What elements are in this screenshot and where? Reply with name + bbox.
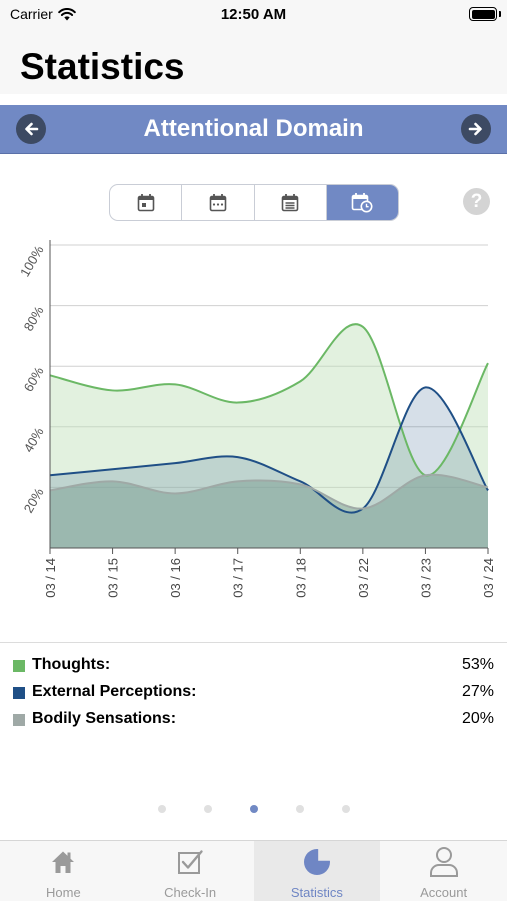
line-bodily-sensations <box>49 473 489 510</box>
page-dot[interactable] <box>295 805 304 813</box>
x-tick-label: 03 / 23 <box>418 558 433 598</box>
tab-label: Account <box>420 885 468 900</box>
home-icon <box>52 851 75 873</box>
status-bar: Carrier 12:50 AM <box>0 0 507 30</box>
y-tick-label: 40% <box>21 424 47 454</box>
calendar-clock-icon <box>352 193 373 213</box>
time-range-selector <box>109 184 399 221</box>
wifi-icon <box>57 7 76 20</box>
y-tick-label: 100% <box>17 243 47 280</box>
y-tick-label: 20% <box>21 485 47 515</box>
legend-swatch-thoughts <box>13 660 25 672</box>
line-external-perceptions <box>49 386 489 514</box>
tab-account[interactable]: Account <box>380 841 507 901</box>
legend-swatch-external-perceptions <box>13 687 25 699</box>
legend-divider <box>0 642 507 643</box>
user-icon <box>429 847 458 877</box>
range-week-button[interactable] <box>182 185 255 220</box>
legend-label: Bodily Sensations: <box>32 710 177 727</box>
tab-bar: Home Check-In Statistics Account <box>0 840 507 901</box>
next-domain-button[interactable] <box>461 114 491 144</box>
x-tick-label: 03 / 24 <box>481 558 496 598</box>
domain-title: Attentional Domain <box>143 115 364 142</box>
calendar-month-icon <box>281 194 299 212</box>
page-indicator[interactable] <box>0 805 507 813</box>
calendar-day-icon <box>137 194 154 212</box>
tab-label: Check-In <box>164 885 217 900</box>
tab-check-in[interactable]: Check-In <box>127 841 254 901</box>
battery-icon <box>469 7 501 21</box>
chart-areas <box>50 324 488 548</box>
domain-navigator: Attentional Domain <box>0 105 507 154</box>
page-dot-active[interactable] <box>249 805 258 813</box>
legend-row-bodily-sensations: Bodily Sensations: 20% <box>0 709 507 736</box>
tab-label: Home <box>46 885 81 900</box>
tab-label: Statistics <box>290 885 343 900</box>
y-tick-label: 80% <box>21 303 47 333</box>
legend-label: External Perceptions: <box>32 683 197 700</box>
legend-label: Thoughts: <box>32 656 111 673</box>
clock: 12:50 AM <box>220 6 287 23</box>
pie-chart-icon <box>303 847 332 875</box>
carrier-label: Carrier <box>10 6 53 22</box>
help-button[interactable]: ? <box>463 188 490 215</box>
page-dot[interactable] <box>341 805 350 813</box>
arrow-left-icon <box>25 122 39 136</box>
legend-value: 20% <box>461 710 494 727</box>
legend-row-thoughts: Thoughts: 53% <box>0 655 507 682</box>
chart-lines <box>49 323 489 514</box>
range-custom-button[interactable] <box>326 185 398 220</box>
legend-swatch-bodily-sensations <box>13 714 25 726</box>
page-dot[interactable] <box>157 805 166 813</box>
chart-axes <box>49 240 489 554</box>
legend-value: 27% <box>461 683 494 700</box>
tab-home[interactable]: Home <box>0 841 127 901</box>
legend-row-external-perceptions: External Perceptions: 27% <box>0 682 507 709</box>
x-tick-label: 03 / 16 <box>168 558 183 598</box>
chart-legend: Thoughts: 53% External Perceptions: 27% … <box>0 655 507 736</box>
page-title: Statistics <box>20 46 185 87</box>
x-tick-label: 03 / 17 <box>231 558 246 598</box>
y-tick-label: 60% <box>21 364 47 394</box>
x-tick-label: 03 / 22 <box>356 558 371 598</box>
page-dot[interactable] <box>203 805 212 813</box>
attention-chart: 20% 40% 60% 80% 100% 03 / 14 03 / 15 03 / 16 03 … <box>17 240 496 598</box>
area-bodily-sensations <box>50 474 488 548</box>
status-left: Carrier <box>10 6 76 22</box>
calendar-week-icon <box>209 194 227 212</box>
legend-value: 53% <box>461 656 494 673</box>
x-tick-label: 03 / 18 <box>293 558 308 598</box>
range-month-button[interactable] <box>255 185 327 220</box>
nav-header: Statistics <box>0 30 507 94</box>
x-tick-label: 03 / 14 <box>43 558 58 598</box>
previous-domain-button[interactable] <box>16 114 46 144</box>
x-tick-label: 03 / 15 <box>106 558 121 598</box>
checkbox-icon <box>178 850 203 874</box>
arrow-right-icon <box>468 122 482 136</box>
range-day-button[interactable] <box>110 185 183 220</box>
tab-statistics[interactable]: Statistics <box>253 841 381 901</box>
